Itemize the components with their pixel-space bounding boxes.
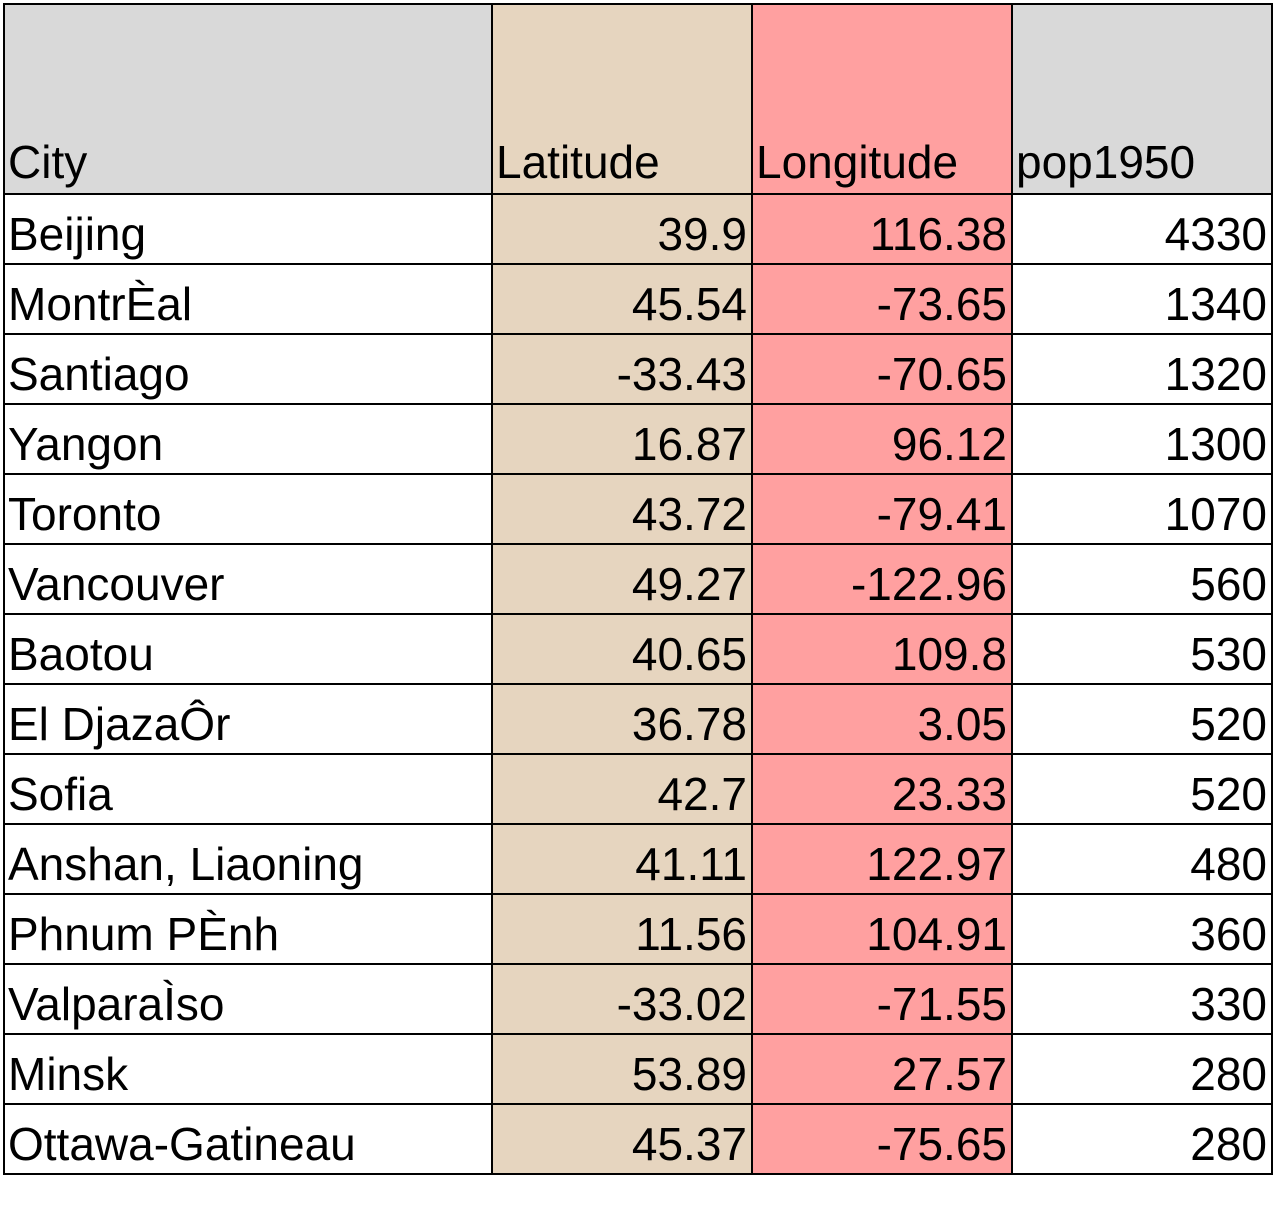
cell-longitude: 96.12 xyxy=(751,403,1013,475)
cell-city: Yangon xyxy=(3,403,493,475)
header-city: City xyxy=(3,3,493,195)
cell-latitude: 49.27 xyxy=(491,543,753,615)
cell-latitude: 39.9 xyxy=(491,193,753,265)
cell-latitude: 45.37 xyxy=(491,1103,753,1175)
cell-longitude: -122.96 xyxy=(751,543,1013,615)
cell-longitude: 116.38 xyxy=(751,193,1013,265)
cell-latitude: -33.43 xyxy=(491,333,753,405)
cell-pop1950: 1070 xyxy=(1011,473,1273,545)
header-latitude: Latitude xyxy=(491,3,753,195)
cell-latitude: 11.56 xyxy=(491,893,753,965)
cell-longitude: -70.65 xyxy=(751,333,1013,405)
cell-longitude: -71.55 xyxy=(751,963,1013,1035)
table-row: Baotou 40.65 109.8 530 xyxy=(3,613,1273,685)
cell-pop1950: 530 xyxy=(1011,613,1273,685)
table-body: Beijing 39.9 116.38 4330 MontrÈal 45.54 -73.65… xyxy=(3,193,1273,1175)
cell-city: Phnum PÈnh xyxy=(3,893,493,965)
cell-longitude: -75.65 xyxy=(751,1103,1013,1175)
cell-latitude: 45.54 xyxy=(491,263,753,335)
table-row: Anshan, Liaoning 41.11 122.97 480 xyxy=(3,823,1273,895)
table-row: Phnum PÈnh 11.56 104.91 360 xyxy=(3,893,1273,965)
cell-latitude: 40.65 xyxy=(491,613,753,685)
cell-city: Minsk xyxy=(3,1033,493,1105)
cell-latitude: 42.7 xyxy=(491,753,753,825)
cell-pop1950: 360 xyxy=(1011,893,1273,965)
table-row: Vancouver 49.27 -122.96 560 xyxy=(3,543,1273,615)
cell-city: Baotou xyxy=(3,613,493,685)
header-pop1950: pop1950 xyxy=(1011,3,1273,195)
table-row: ValparaÌso -33.02 -71.55 330 xyxy=(3,963,1273,1035)
table-row: Sofia 42.7 23.33 520 xyxy=(3,753,1273,825)
cell-city: Ottawa-Gatineau xyxy=(3,1103,493,1175)
table-row: Toronto 43.72 -79.41 1070 xyxy=(3,473,1273,545)
cell-pop1950: 4330 xyxy=(1011,193,1273,265)
cell-pop1950: 280 xyxy=(1011,1103,1273,1175)
cell-pop1950: 280 xyxy=(1011,1033,1273,1105)
cell-pop1950: 560 xyxy=(1011,543,1273,615)
table-row: Minsk 53.89 27.57 280 xyxy=(3,1033,1273,1105)
cell-latitude: 36.78 xyxy=(491,683,753,755)
cell-pop1950: 330 xyxy=(1011,963,1273,1035)
cell-city: Santiago xyxy=(3,333,493,405)
cell-city: Sofia xyxy=(3,753,493,825)
cell-city: Beijing xyxy=(3,193,493,265)
cell-pop1950: 1340 xyxy=(1011,263,1273,335)
table-row: Beijing 39.9 116.38 4330 xyxy=(3,193,1273,265)
cell-longitude: -79.41 xyxy=(751,473,1013,545)
cell-city: El DjazaÔr xyxy=(3,683,493,755)
cell-city: ValparaÌso xyxy=(3,963,493,1035)
cell-pop1950: 520 xyxy=(1011,753,1273,825)
cell-city: Anshan, Liaoning xyxy=(3,823,493,895)
cell-latitude: 43.72 xyxy=(491,473,753,545)
table-row: Ottawa-Gatineau 45.37 -75.65 280 xyxy=(3,1103,1273,1175)
cell-city: Vancouver xyxy=(3,543,493,615)
table-row: Yangon 16.87 96.12 1300 xyxy=(3,403,1273,475)
city-data-table: City Latitude Longitude pop1950 Beijing 3… xyxy=(3,3,1273,1175)
cell-pop1950: 1320 xyxy=(1011,333,1273,405)
cell-pop1950: 480 xyxy=(1011,823,1273,895)
table-row: El DjazaÔr 36.78 3.05 520 xyxy=(3,683,1273,755)
cell-latitude: 41.11 xyxy=(491,823,753,895)
cell-longitude: 109.8 xyxy=(751,613,1013,685)
header-row: City Latitude Longitude pop1950 xyxy=(3,3,1273,195)
cell-latitude: 53.89 xyxy=(491,1033,753,1105)
table-row: Santiago -33.43 -70.65 1320 xyxy=(3,333,1273,405)
cell-latitude: -33.02 xyxy=(491,963,753,1035)
cell-longitude: 3.05 xyxy=(751,683,1013,755)
cell-longitude: 104.91 xyxy=(751,893,1013,965)
cell-pop1950: 1300 xyxy=(1011,403,1273,475)
cell-pop1950: 520 xyxy=(1011,683,1273,755)
cell-longitude: -73.65 xyxy=(751,263,1013,335)
cell-city: Toronto xyxy=(3,473,493,545)
cell-longitude: 122.97 xyxy=(751,823,1013,895)
cell-city: MontrÈal xyxy=(3,263,493,335)
cell-longitude: 23.33 xyxy=(751,753,1013,825)
table-row: MontrÈal 45.54 -73.65 1340 xyxy=(3,263,1273,335)
header-longitude: Longitude xyxy=(751,3,1013,195)
cell-latitude: 16.87 xyxy=(491,403,753,475)
cell-longitude: 27.57 xyxy=(751,1033,1013,1105)
